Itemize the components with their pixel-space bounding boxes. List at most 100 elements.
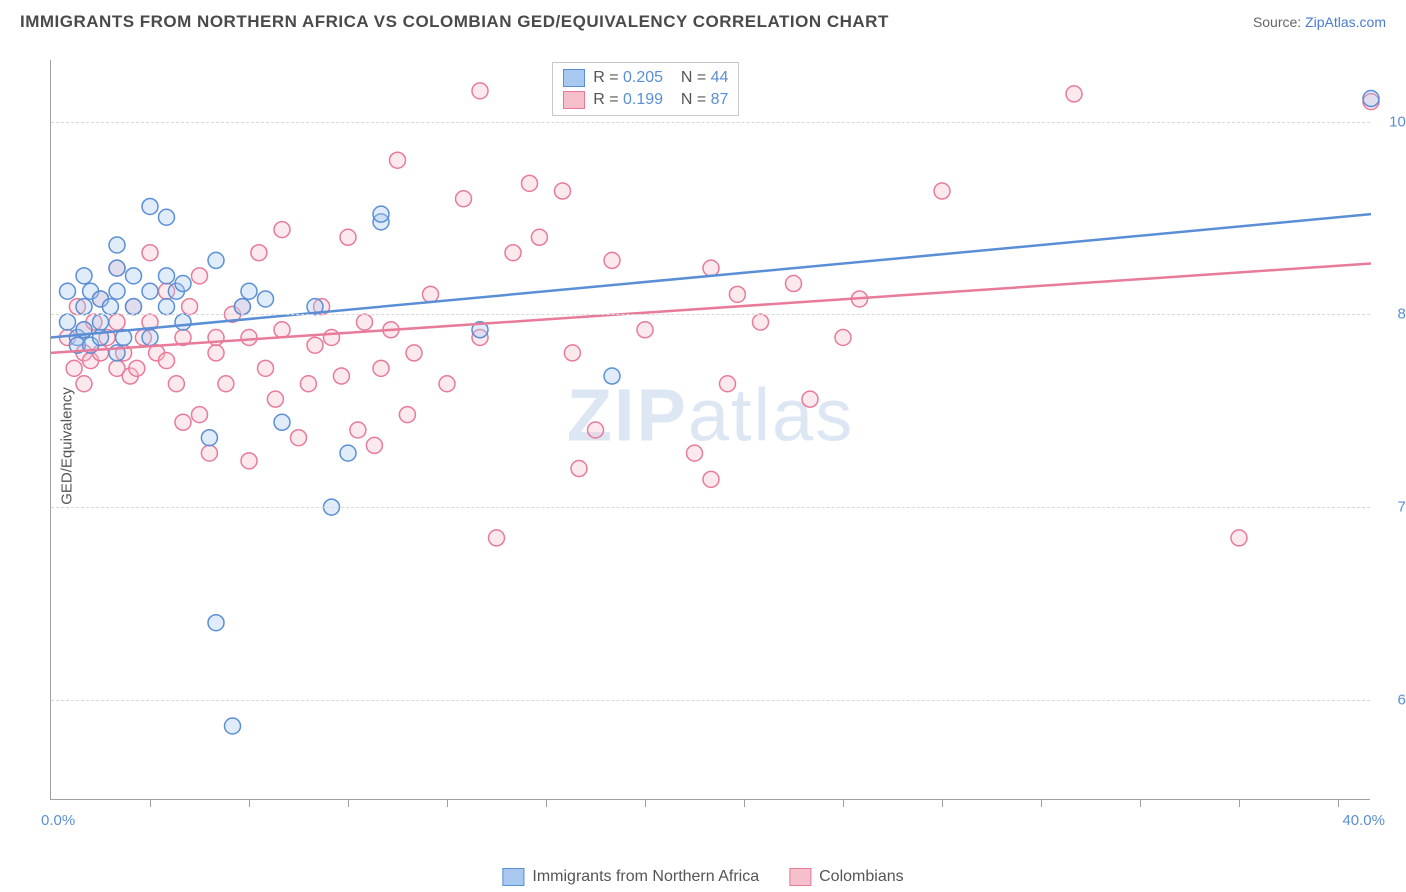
- scatter-point: [234, 299, 250, 315]
- scatter-point: [390, 152, 406, 168]
- scatter-point: [324, 330, 340, 346]
- scatter-point: [201, 430, 217, 446]
- scatter-point: [399, 407, 415, 423]
- scatter-point: [357, 314, 373, 330]
- scatter-point: [126, 268, 142, 284]
- scatter-point: [274, 322, 290, 338]
- scatter-point: [175, 414, 191, 430]
- scatter-point: [505, 245, 521, 261]
- scatter-point: [333, 368, 349, 384]
- scatter-point: [76, 299, 92, 315]
- scatter-point: [129, 360, 145, 376]
- scatter-point: [366, 437, 382, 453]
- legend-item-0: Immigrants from Northern Africa: [502, 868, 759, 886]
- scatter-point: [159, 268, 175, 284]
- scatter-point: [241, 330, 257, 346]
- legend-item-1: Colombians: [789, 868, 903, 886]
- scatter-point: [1066, 86, 1082, 102]
- x-axis-label-max: 40.0%: [1342, 812, 1385, 829]
- scatter-point: [753, 314, 769, 330]
- scatter-point: [588, 422, 604, 438]
- scatter-point: [687, 445, 703, 461]
- scatter-point: [373, 360, 389, 376]
- scatter-point: [291, 430, 307, 446]
- scatter-point: [786, 276, 802, 292]
- scatter-point: [208, 345, 224, 361]
- scatter-point: [142, 245, 158, 261]
- x-tick: [645, 799, 646, 807]
- scatter-point: [274, 414, 290, 430]
- scatter-point: [159, 299, 175, 315]
- scatter-point: [604, 252, 620, 268]
- scatter-point: [208, 615, 224, 631]
- scatter-point: [109, 283, 125, 299]
- scatter-point: [423, 286, 439, 302]
- scatter-point: [307, 337, 323, 353]
- scatter-point: [522, 175, 538, 191]
- gridline: [51, 122, 1370, 123]
- scatter-point: [192, 407, 208, 423]
- legend-bottom-swatch-1: [789, 868, 811, 886]
- scatter-point: [340, 445, 356, 461]
- scatter-point: [604, 368, 620, 384]
- scatter-point: [182, 299, 198, 315]
- x-tick: [1338, 799, 1339, 807]
- x-tick: [843, 799, 844, 807]
- scatter-point: [350, 422, 366, 438]
- scatter-point: [564, 345, 580, 361]
- scatter-point: [109, 237, 125, 253]
- x-tick: [447, 799, 448, 807]
- scatter-point: [406, 345, 422, 361]
- source-link[interactable]: ZipAtlas.com: [1305, 14, 1386, 30]
- scatter-point: [934, 183, 950, 199]
- scatter-point: [267, 391, 283, 407]
- scatter-point: [142, 198, 158, 214]
- scatter-point: [60, 283, 76, 299]
- scatter-point: [159, 209, 175, 225]
- scatter-point: [439, 376, 455, 392]
- scatter-point: [66, 360, 82, 376]
- scatter-point: [201, 445, 217, 461]
- x-tick: [150, 799, 151, 807]
- scatter-point: [571, 461, 587, 477]
- gridline: [51, 700, 1370, 701]
- scatter-point: [208, 252, 224, 268]
- scatter-point: [175, 314, 191, 330]
- y-tick-label: 62.5%: [1380, 691, 1406, 708]
- scatter-point: [142, 283, 158, 299]
- x-tick: [348, 799, 349, 807]
- legend-bottom-swatch-0: [502, 868, 524, 886]
- scatter-point: [456, 191, 472, 207]
- scatter-point: [300, 376, 316, 392]
- scatter-point: [60, 314, 76, 330]
- scatter-point: [241, 283, 257, 299]
- scatter-point: [142, 330, 158, 346]
- y-tick-label: 100.0%: [1380, 113, 1406, 130]
- x-tick: [1041, 799, 1042, 807]
- scatter-point: [218, 376, 234, 392]
- chart-title: IMMIGRANTS FROM NORTHERN AFRICA VS COLOM…: [20, 12, 889, 32]
- scatter-point: [489, 530, 505, 546]
- scatter-point: [76, 268, 92, 284]
- scatter-point: [175, 276, 191, 292]
- series-legend: Immigrants from Northern Africa Colombia…: [502, 868, 903, 886]
- scatter-point: [1363, 91, 1379, 107]
- x-tick: [942, 799, 943, 807]
- gridline: [51, 314, 1370, 315]
- scatter-point: [76, 376, 92, 392]
- x-axis-label-min: 0.0%: [41, 812, 75, 829]
- x-tick: [546, 799, 547, 807]
- scatter-point: [102, 299, 118, 315]
- scatter-point: [225, 718, 241, 734]
- scatter-point: [159, 353, 175, 369]
- scatter-point: [555, 183, 571, 199]
- scatter-point: [109, 314, 125, 330]
- chart-header: IMMIGRANTS FROM NORTHERN AFRICA VS COLOM…: [20, 12, 1386, 32]
- scatter-point: [835, 330, 851, 346]
- scatter-svg: [51, 60, 1370, 799]
- x-tick: [1239, 799, 1240, 807]
- y-tick-label: 75.0%: [1380, 499, 1406, 516]
- scatter-point: [472, 83, 488, 99]
- scatter-point: [373, 206, 389, 222]
- x-tick: [249, 799, 250, 807]
